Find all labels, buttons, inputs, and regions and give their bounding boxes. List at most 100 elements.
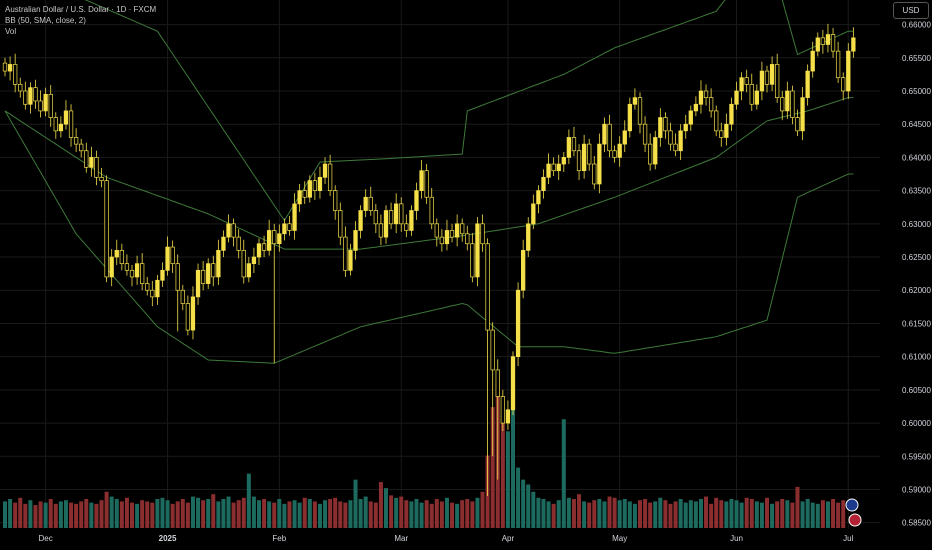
candle-body bbox=[307, 180, 312, 198]
volume-bar bbox=[53, 503, 58, 528]
au-flag-marker[interactable] bbox=[845, 498, 859, 512]
candle-body bbox=[744, 77, 749, 85]
currency-button[interactable]: USD bbox=[893, 2, 929, 19]
candle-body bbox=[13, 64, 18, 85]
candle-body bbox=[454, 223, 460, 238]
candle-body bbox=[622, 130, 627, 145]
volume-bar bbox=[434, 499, 439, 528]
volume-bar bbox=[683, 502, 688, 528]
volume-bar bbox=[516, 467, 521, 528]
volume-bar bbox=[18, 497, 23, 528]
candle-body bbox=[739, 77, 744, 92]
candlesticks bbox=[2, 23, 856, 497]
candle-body bbox=[632, 97, 638, 105]
volume-bar bbox=[99, 500, 104, 528]
candle-body bbox=[566, 137, 572, 158]
volume-bar bbox=[668, 503, 673, 528]
volume-bar bbox=[175, 501, 180, 528]
symbol-title[interactable]: Australian Dollar / U.S. Dollar · 1D · F… bbox=[5, 5, 157, 14]
volume-bar bbox=[272, 502, 277, 528]
time-tick-label: Jun bbox=[730, 534, 743, 543]
candle-body bbox=[18, 83, 23, 92]
bollinger-bands bbox=[4, 0, 854, 364]
candle-body bbox=[206, 263, 211, 284]
candle-body bbox=[175, 263, 180, 291]
volume-bar bbox=[145, 501, 150, 528]
volume-bar bbox=[216, 501, 221, 528]
candle-body bbox=[561, 157, 566, 165]
candle-body bbox=[134, 263, 140, 278]
candle-body bbox=[109, 256, 114, 278]
candle-body bbox=[48, 93, 53, 118]
volume-bar bbox=[571, 499, 576, 528]
price-tick-label: 0.60000 bbox=[902, 419, 931, 428]
candle-body bbox=[246, 263, 251, 278]
candle-body bbox=[236, 236, 241, 251]
volume-bar bbox=[104, 491, 109, 528]
volume-bar bbox=[704, 496, 709, 528]
bb-middle-band bbox=[4, 97, 854, 250]
volume-bar bbox=[836, 502, 841, 528]
volume-bar bbox=[206, 499, 211, 528]
volume-bar bbox=[770, 503, 775, 528]
candle-body bbox=[714, 110, 719, 132]
volume-bar bbox=[13, 502, 18, 528]
volume-bar bbox=[89, 502, 94, 528]
volume-bar bbox=[343, 502, 348, 528]
volume-bar bbox=[363, 496, 368, 528]
time-axis[interactable]: Dec 2025 Feb Mar Apr May Jun Jul bbox=[39, 534, 854, 543]
volume-bar bbox=[648, 502, 653, 528]
volume-label[interactable]: Vol bbox=[5, 27, 17, 36]
candle-body bbox=[693, 103, 699, 112]
volume-bar bbox=[500, 419, 505, 528]
candle-body bbox=[419, 170, 424, 191]
price-tick-label: 0.62500 bbox=[902, 253, 931, 262]
volume-bar bbox=[414, 499, 419, 528]
time-tick-label: Feb bbox=[272, 534, 286, 543]
volume-bar bbox=[79, 501, 84, 528]
candle-body bbox=[769, 64, 775, 85]
volume-bar bbox=[312, 501, 317, 528]
volume-bar bbox=[409, 501, 414, 528]
candle-body bbox=[338, 210, 343, 238]
candle-body bbox=[627, 103, 632, 132]
candle-body bbox=[404, 223, 409, 231]
volume-bar bbox=[693, 501, 698, 528]
us-flag-marker[interactable] bbox=[848, 513, 862, 527]
candle-body bbox=[531, 203, 536, 225]
candle-body bbox=[282, 223, 287, 235]
candle-body bbox=[261, 243, 267, 251]
volume-bar bbox=[754, 501, 759, 528]
candle-body bbox=[439, 236, 445, 245]
candle-body bbox=[170, 246, 175, 265]
price-tick-label: 0.65000 bbox=[902, 87, 931, 96]
price-tick-label: 0.58500 bbox=[902, 519, 931, 528]
volume-bar bbox=[226, 496, 231, 528]
candle-body bbox=[785, 90, 790, 112]
candle-body bbox=[703, 90, 709, 98]
price-tick-label: 0.65500 bbox=[902, 54, 931, 63]
candle-body bbox=[673, 143, 678, 152]
candle-body bbox=[28, 87, 33, 105]
candle-body bbox=[698, 90, 704, 105]
candle-body bbox=[317, 176, 323, 191]
candle-body bbox=[226, 223, 231, 238]
volume-bar bbox=[338, 501, 343, 528]
candle-body bbox=[94, 157, 99, 178]
candle-body bbox=[129, 269, 135, 278]
volume-bar bbox=[165, 500, 170, 528]
candle-body bbox=[327, 163, 333, 191]
candle-body bbox=[607, 123, 612, 152]
price-tick-label: 0.63500 bbox=[902, 187, 931, 196]
currency-markers[interactable] bbox=[845, 498, 862, 527]
indicator-label[interactable]: BB (50, SMA, close, 2) bbox=[5, 16, 86, 25]
price-axis[interactable]: 0.66000 0.65500 0.65000 0.64500 0.64000 0.635… bbox=[902, 21, 931, 528]
candle-body bbox=[297, 190, 302, 205]
volume-bar bbox=[185, 502, 190, 528]
volume-bar bbox=[439, 501, 444, 528]
candle-body bbox=[211, 263, 216, 278]
candle-body bbox=[200, 269, 206, 284]
candle-body bbox=[521, 250, 526, 291]
volume-bar bbox=[419, 502, 424, 528]
